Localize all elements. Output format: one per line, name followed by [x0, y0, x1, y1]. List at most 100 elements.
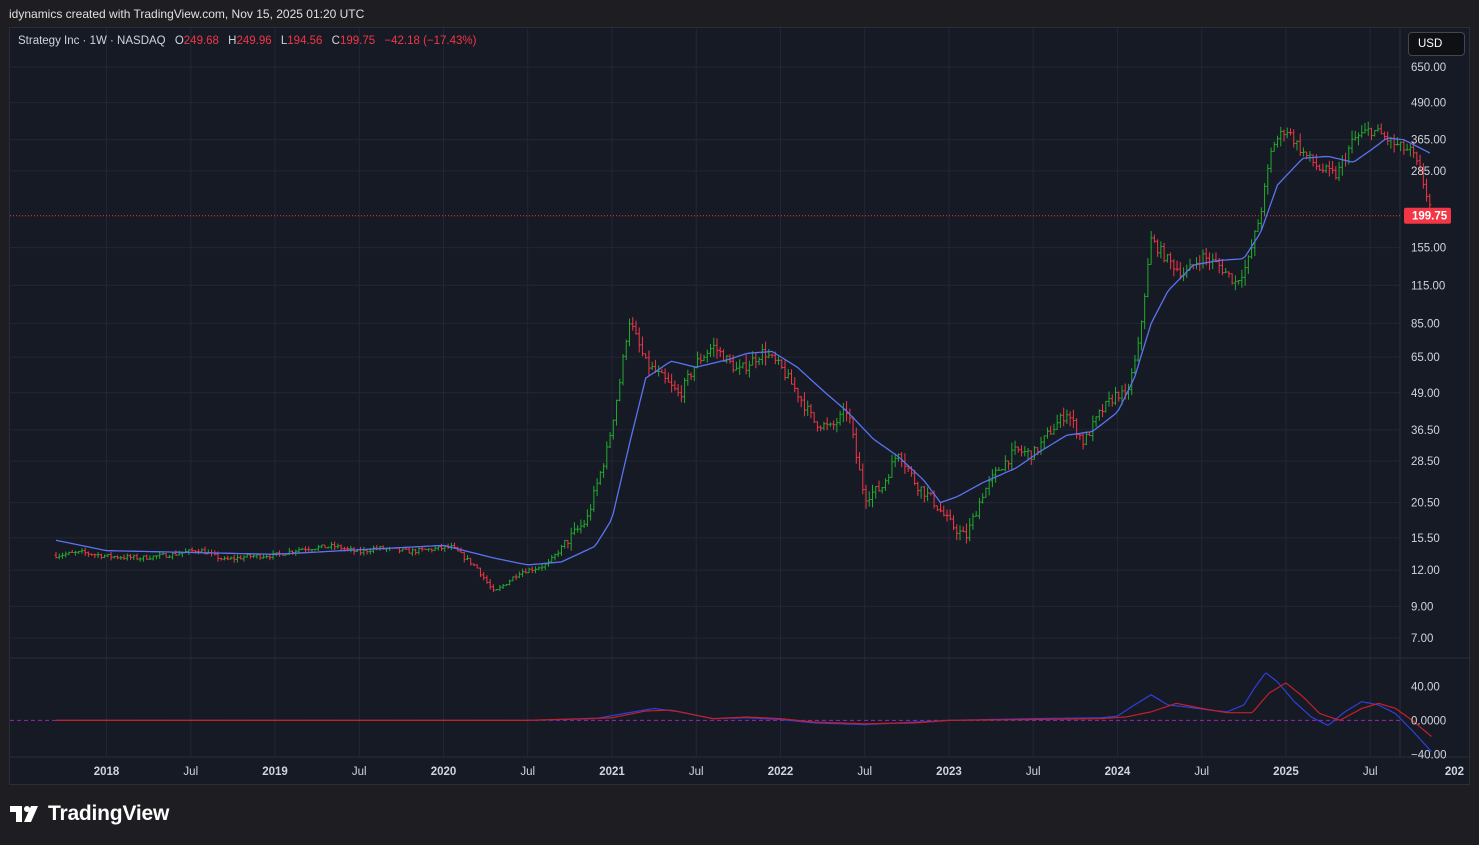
ohlc-bar[interactable]	[1418, 154, 1422, 173]
ohlc-bar[interactable]	[258, 553, 262, 560]
ohlc-bar[interactable]	[1246, 255, 1250, 274]
ohlc-bar[interactable]	[738, 359, 742, 375]
ohlc-bar[interactable]	[472, 563, 476, 567]
ohlc-bar[interactable]	[1250, 239, 1254, 259]
ohlc-bar[interactable]	[1036, 447, 1040, 456]
ohlc-bar[interactable]	[657, 365, 661, 377]
ohlc-bar[interactable]	[670, 373, 674, 393]
ohlc-bar[interactable]	[939, 501, 943, 513]
ohlc-bar[interactable]	[686, 369, 690, 386]
ohlc-bar[interactable]	[323, 544, 327, 549]
ohlc-bar[interactable]	[715, 338, 719, 359]
ohlc-bar[interactable]	[754, 352, 758, 369]
ohlc-bar[interactable]	[786, 369, 790, 379]
ohlc-bar[interactable]	[955, 524, 959, 541]
ohlc-bar[interactable]	[171, 551, 175, 560]
ohlc-bar[interactable]	[1279, 126, 1283, 147]
ohlc-bar[interactable]	[1149, 231, 1153, 265]
ohlc-bar[interactable]	[618, 378, 622, 402]
ohlc-bar[interactable]	[806, 400, 810, 416]
ohlc-bar[interactable]	[721, 349, 725, 362]
ohlc-bar[interactable]	[569, 527, 573, 551]
ohlc-bar[interactable]	[877, 480, 881, 492]
ohlc-bar[interactable]	[177, 550, 181, 556]
ohlc-bar[interactable]	[252, 553, 256, 559]
ohlc-bar[interactable]	[741, 362, 745, 369]
ohlc-bar[interactable]	[997, 467, 1001, 471]
ohlc-bar[interactable]	[1091, 415, 1095, 442]
ohlc-bar[interactable]	[219, 557, 223, 561]
ohlc-bar[interactable]	[491, 584, 495, 593]
ohlc-bar[interactable]	[777, 356, 781, 366]
ohlc-bar[interactable]	[57, 553, 61, 560]
ohlc-bar[interactable]	[615, 399, 619, 426]
ohlc-bar[interactable]	[336, 543, 340, 549]
ohlc-bar[interactable]	[54, 551, 58, 559]
ohlc-bar[interactable]	[718, 346, 722, 358]
ohlc-bar[interactable]	[708, 343, 712, 358]
ohlc-bar[interactable]	[744, 354, 748, 375]
ohlc-bar[interactable]	[132, 554, 136, 560]
legend-symbol[interactable]: Strategy Inc · 1W · NASDAQ	[18, 35, 166, 47]
ohlc-bar[interactable]	[248, 554, 252, 559]
ohlc-bar[interactable]	[1062, 407, 1066, 427]
ohlc-bar[interactable]	[495, 588, 499, 591]
ohlc-bar[interactable]	[226, 555, 230, 561]
ohlc-bar[interactable]	[232, 554, 236, 563]
ohlc-bar[interactable]	[504, 584, 508, 586]
ohlc-bar[interactable]	[103, 554, 107, 559]
ohlc-bar[interactable]	[362, 546, 366, 556]
ohlc-bar[interactable]	[640, 336, 644, 357]
ohlc-bar[interactable]	[1408, 144, 1412, 157]
ohlc-bar[interactable]	[511, 576, 515, 582]
ohlc-bar[interactable]	[689, 372, 693, 381]
ohlc-bar[interactable]	[1152, 234, 1156, 243]
ohlc-bar[interactable]	[550, 554, 554, 563]
ohlc-bar[interactable]	[676, 383, 680, 397]
ohlc-bar[interactable]	[802, 392, 806, 417]
ohlc-bar[interactable]	[760, 343, 764, 365]
ohlc-bar[interactable]	[961, 526, 965, 533]
ohlc-bar[interactable]	[1256, 219, 1260, 232]
ohlc-bar[interactable]	[1175, 260, 1179, 272]
ohlc-bar[interactable]	[605, 441, 609, 470]
ohlc-bar[interactable]	[1207, 252, 1211, 271]
ohlc-bar[interactable]	[1003, 455, 1007, 472]
ohlc-bar[interactable]	[291, 550, 295, 555]
ohlc-bar[interactable]	[1266, 164, 1270, 195]
ohlc-bar[interactable]	[125, 553, 129, 561]
ohlc-bar[interactable]	[608, 432, 612, 448]
ohlc-bar[interactable]	[109, 552, 113, 561]
ohlc-bar[interactable]	[1425, 178, 1429, 202]
ohlc-bar[interactable]	[365, 549, 369, 555]
ohlc-bar[interactable]	[981, 493, 985, 504]
ohlc-bar[interactable]	[1104, 400, 1108, 413]
ohlc-bar[interactable]	[890, 454, 894, 478]
ohlc-bar[interactable]	[401, 548, 405, 552]
ohlc-bar[interactable]	[812, 411, 816, 423]
ohlc-bar[interactable]	[1321, 163, 1325, 174]
ohlc-bar[interactable]	[585, 509, 589, 527]
ohlc-bar[interactable]	[559, 544, 563, 557]
ohlc-bar[interactable]	[229, 556, 233, 560]
ohlc-bar[interactable]	[883, 478, 887, 491]
ohlc-bar[interactable]	[508, 579, 512, 586]
ohlc-bar[interactable]	[410, 547, 414, 556]
ohlc-bar[interactable]	[197, 548, 201, 555]
ohlc-bar[interactable]	[388, 546, 392, 552]
ohlc-bar[interactable]	[563, 539, 567, 549]
ohlc-bar[interactable]	[624, 339, 628, 361]
ohlc-bar[interactable]	[1000, 468, 1004, 471]
ohlc-bar[interactable]	[1130, 368, 1134, 396]
ohlc-bar[interactable]	[1165, 253, 1169, 263]
ohlc-bar[interactable]	[1143, 293, 1147, 330]
ohlc-bar[interactable]	[994, 466, 998, 483]
ohlc-bar[interactable]	[475, 564, 479, 569]
ohlc-bar[interactable]	[1243, 259, 1247, 286]
ohlc-bar[interactable]	[948, 509, 952, 521]
ohlc-bar[interactable]	[83, 547, 87, 556]
ohlc-bar[interactable]	[825, 417, 829, 431]
ohlc-bar[interactable]	[116, 555, 120, 560]
ohlc-bar[interactable]	[261, 554, 265, 559]
ohlc-bar[interactable]	[478, 567, 482, 578]
